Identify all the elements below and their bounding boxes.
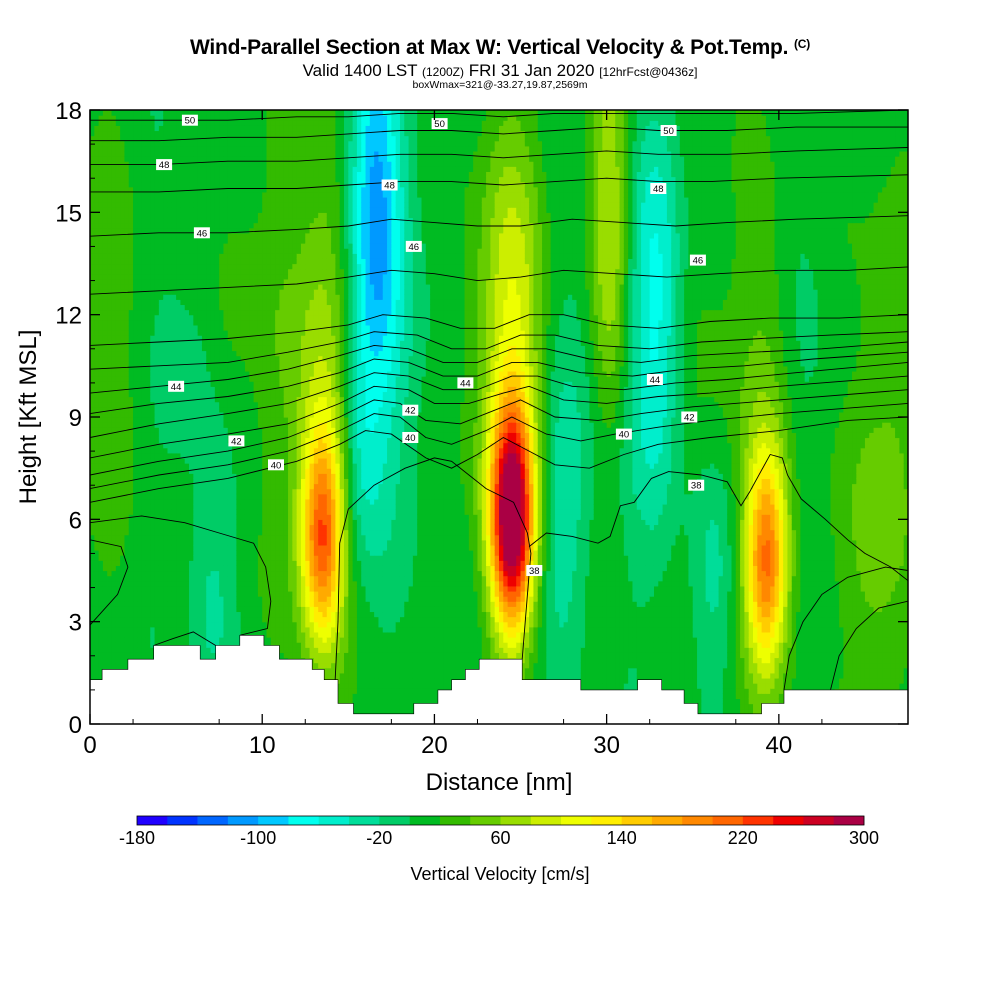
theta-label: 42 (405, 406, 416, 417)
y-axis-label: Height [Kft MSL] (15, 330, 42, 505)
colorbar-swatch (531, 816, 562, 825)
theta-label: 38 (691, 481, 702, 492)
theta-label: 42 (684, 413, 695, 424)
colorbar-swatch (773, 816, 804, 825)
x-tick-label: 20 (421, 732, 448, 759)
x-tick-label: 40 (765, 732, 792, 759)
colorbar-tick-label: 60 (490, 828, 510, 848)
colorbar-swatch (591, 816, 622, 825)
theta-label: 46 (197, 228, 208, 239)
colorbar-tick-label: 220 (728, 828, 758, 848)
colorbar-swatch (258, 816, 289, 825)
colorbar-swatch (349, 816, 380, 825)
x-axis-label: Distance [nm] (426, 769, 573, 796)
colorbar-swatch (288, 816, 319, 825)
y-tick-label: 15 (55, 200, 82, 227)
colorbar-tick-label: -180 (119, 828, 155, 848)
theta-label: 42 (231, 436, 242, 447)
colorbar-tick-label: -20 (366, 828, 392, 848)
colorbar-swatch (379, 816, 410, 825)
colorbar-swatch (803, 816, 834, 825)
colorbar-swatch (440, 816, 471, 825)
theta-label: 50 (185, 116, 196, 127)
colorbar-swatch (470, 816, 501, 825)
colorbar-swatch (137, 816, 168, 825)
x-tick-label: 30 (593, 732, 620, 759)
theta-label: 38 (529, 566, 540, 577)
colorbar (137, 816, 864, 825)
colorbar-tick-label: 140 (607, 828, 637, 848)
theta-label: 50 (663, 126, 674, 137)
y-tick-label: 6 (69, 507, 82, 534)
y-tick-label: 9 (69, 405, 82, 432)
colorbar-swatch (834, 816, 865, 825)
theta-label: 48 (159, 160, 170, 171)
colorbar-label: Vertical Velocity [cm/s] (0, 864, 1000, 885)
cross-section-chart: 38 38 40 40 40 42 42 42 44 44 44 46 46 46 48 48 48 50 50 50… (0, 0, 1000, 1000)
x-tick-label: 10 (249, 732, 276, 759)
colorbar-swatch (228, 816, 259, 825)
y-tick-label: 12 (55, 303, 82, 330)
colorbar-swatch (652, 816, 683, 825)
colorbar-swatch (743, 816, 774, 825)
theta-label: 48 (384, 181, 395, 192)
colorbar-swatch (410, 816, 441, 825)
colorbar-swatch (319, 816, 350, 825)
theta-label: 44 (171, 382, 182, 393)
theta-label: 46 (693, 256, 704, 267)
colorbar-swatch (713, 816, 744, 825)
colorbar-tick-label: -100 (240, 828, 276, 848)
theta-label: 44 (460, 378, 471, 389)
colorbar-tick-label: 300 (849, 828, 879, 848)
x-tick-label: 0 (83, 732, 96, 759)
colorbar-swatch (561, 816, 592, 825)
colorbar-swatch (501, 816, 532, 825)
y-tick-label: 3 (69, 610, 82, 637)
colorbar-swatch (167, 816, 198, 825)
theta-label: 48 (653, 184, 664, 195)
colorbar-swatch (622, 816, 653, 825)
vertical-velocity-field (90, 110, 909, 725)
theta-label: 40 (619, 430, 630, 441)
theta-label: 44 (650, 375, 661, 386)
y-tick-label: 0 (69, 712, 82, 739)
theta-label: 50 (434, 119, 445, 130)
colorbar-ticks: -180 -100 -20 60 140 220 300 (119, 828, 879, 848)
colorbar-swatch (198, 816, 229, 825)
colorbar-swatch (682, 816, 713, 825)
theta-label: 40 (271, 460, 282, 471)
theta-label: 40 (405, 433, 416, 444)
theta-label: 46 (409, 242, 420, 253)
y-tick-label: 18 (55, 98, 82, 125)
